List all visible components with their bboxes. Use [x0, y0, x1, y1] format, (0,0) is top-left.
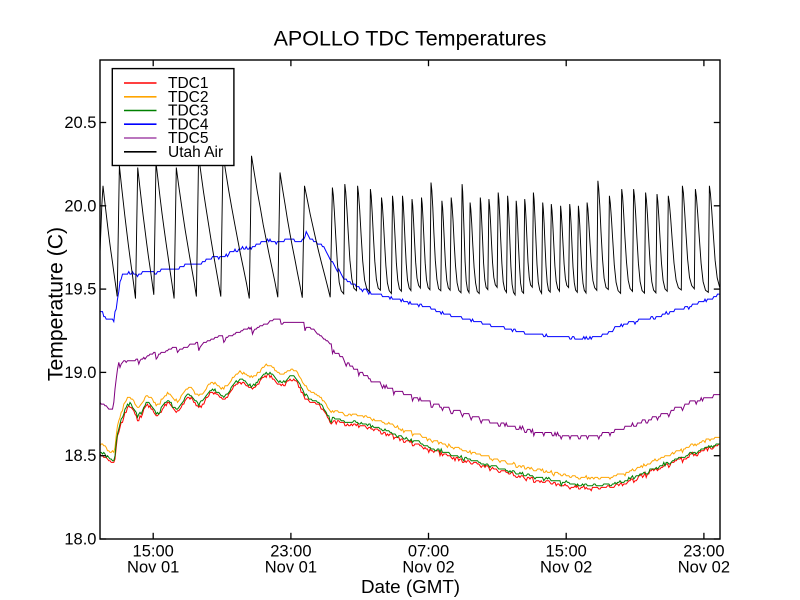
svg-text:23:00: 23:00 [270, 543, 311, 561]
svg-text:19.0: 19.0 [64, 364, 96, 382]
svg-text:Nov 02: Nov 02 [678, 559, 730, 577]
svg-text:Nov 01: Nov 01 [127, 559, 179, 577]
svg-text:20.0: 20.0 [64, 197, 96, 215]
svg-text:Nov 01: Nov 01 [265, 559, 317, 577]
svg-text:18.5: 18.5 [64, 447, 96, 465]
svg-text:Date (GMT): Date (GMT) [361, 576, 460, 597]
svg-text:Temperature (C): Temperature (C) [45, 227, 68, 381]
svg-text:TDC1: TDC1 [168, 75, 208, 92]
svg-text:Utah Air: Utah Air [168, 144, 223, 161]
svg-text:23:00: 23:00 [683, 543, 724, 561]
svg-text:Nov 02: Nov 02 [540, 559, 592, 577]
svg-text:Nov 02: Nov 02 [402, 559, 454, 577]
svg-text:18.0: 18.0 [64, 531, 96, 549]
svg-text:15:00: 15:00 [546, 543, 587, 561]
svg-text:TDC2: TDC2 [168, 89, 208, 106]
svg-text:TDC4: TDC4 [168, 116, 209, 133]
svg-text:TDC5: TDC5 [168, 130, 208, 147]
svg-text:15:00: 15:00 [133, 543, 174, 561]
svg-text:APOLLO TDC Temperatures: APOLLO TDC Temperatures [274, 27, 547, 51]
svg-text:TDC3: TDC3 [168, 103, 208, 120]
svg-text:07:00: 07:00 [408, 543, 449, 561]
svg-text:19.5: 19.5 [64, 281, 96, 299]
svg-text:20.5: 20.5 [64, 114, 96, 132]
